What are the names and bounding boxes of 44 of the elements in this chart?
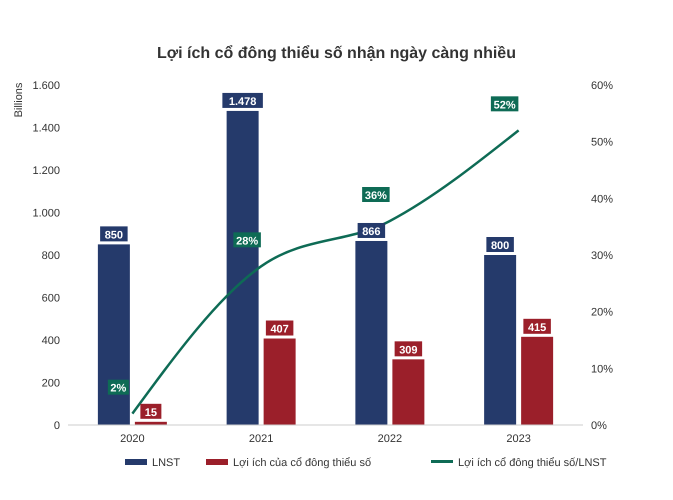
x-tick-label: 2022 (378, 433, 402, 445)
legend-label: LNST (152, 457, 180, 469)
data-label: 407 (270, 324, 289, 336)
data-label: 15 (144, 406, 157, 419)
data-label: 415 (528, 322, 546, 334)
data-label: 866 (362, 226, 381, 238)
bar (484, 255, 516, 425)
y-tick-label: 1.600 (32, 80, 60, 92)
data-label: 1.478 (228, 96, 256, 108)
bar (264, 338, 296, 425)
legend-label: Lợi ích cổ đông thiểu số/LNST (458, 457, 607, 469)
bar (392, 359, 424, 425)
x-tick-label: 2023 (506, 433, 531, 445)
bar (355, 240, 388, 425)
legend-label: Lợi ích của cổ đông thiểu số (233, 457, 372, 469)
y-axis-title: Billions (13, 82, 25, 118)
y-tick-label: 200 (42, 378, 60, 390)
chart-title: Lợi ích cổ đông thiểu số nhận ngày càng nhiều (157, 45, 516, 62)
y2-tick-label: 30% (591, 250, 614, 262)
y-tick-label: 800 (42, 250, 60, 262)
x-tick-label: 2020 (120, 433, 145, 445)
data-label: 52% (494, 99, 516, 112)
y2-tick-label: 10% (591, 363, 614, 376)
y2-tick-label: 40% (591, 193, 614, 206)
data-label: 309 (399, 344, 418, 356)
y-tick-label: 1.200 (32, 165, 60, 177)
y2-tick-label: 20% (591, 306, 614, 319)
y-tick-label: 1.000 (32, 208, 60, 220)
y-tick-label: 400 (42, 335, 60, 347)
bar (98, 244, 130, 425)
y2-tick-label: 50% (591, 136, 614, 149)
y-tick-label: 600 (42, 292, 60, 304)
data-label: 850 (104, 229, 124, 242)
line-series (131, 129, 520, 415)
data-label: 2% (110, 382, 127, 395)
y2-tick-label: 0% (591, 420, 608, 432)
data-label: 36% (364, 190, 388, 202)
y-tick-label: 1.400 (32, 122, 60, 134)
x-tick-label: 2021 (248, 433, 274, 445)
data-label: 800 (490, 240, 510, 252)
bar (521, 336, 554, 425)
data-label: 28% (236, 235, 258, 248)
y2-tick-label: 60% (591, 80, 614, 92)
y-tick-label: 0 (54, 420, 60, 432)
